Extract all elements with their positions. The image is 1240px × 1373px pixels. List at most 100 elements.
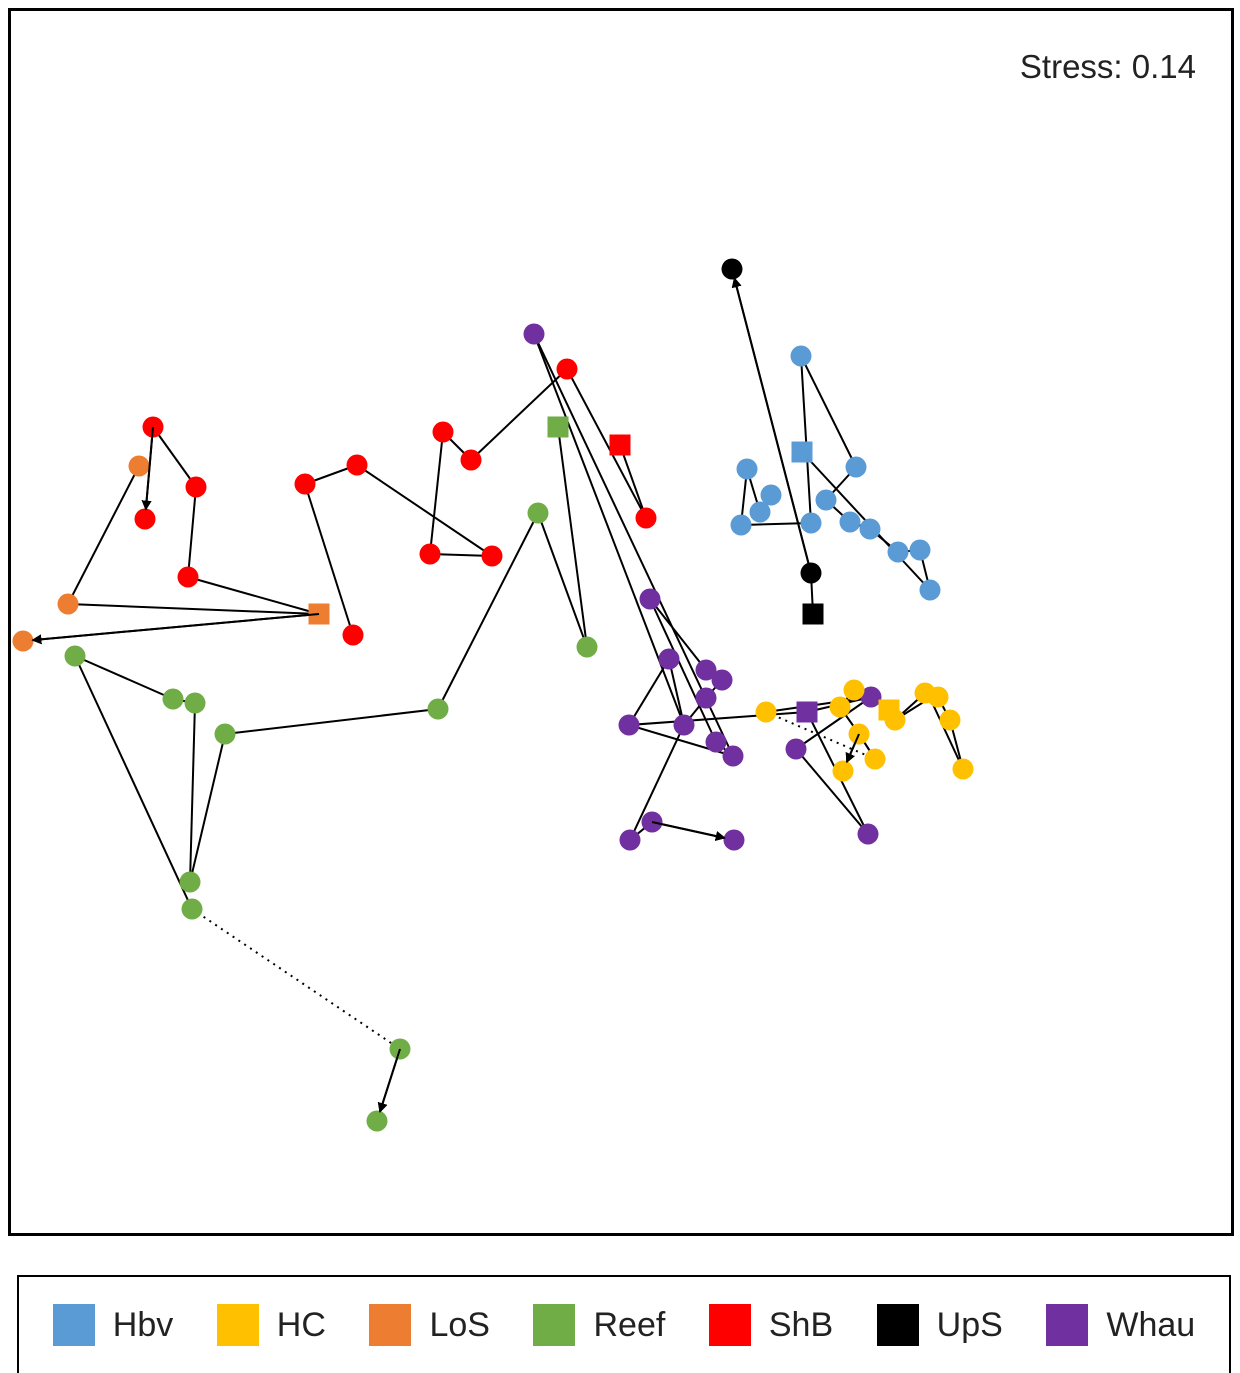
trajectory-segment-reef [224,708,439,735]
sample-point-hc [864,748,886,770]
sample-point-shb [481,545,503,567]
sample-point-shb [460,449,482,471]
legend-label: LoS [429,1305,490,1344]
trajectory-segment-whau [533,333,734,757]
legend-item-reef: Reef [533,1304,665,1346]
sample-point-hc [884,709,906,731]
sample-point-hbv [790,345,812,367]
legend-label: UpS [936,1305,1003,1344]
legend-label: ShB [768,1305,834,1344]
sample-point-reef [427,698,449,720]
legend: Hbv HC LoS Reef ShB UpS Whau [17,1275,1231,1373]
sample-point-reef [179,871,201,893]
trajectory-segment-hc [765,711,876,760]
sample-point-reef [162,688,184,710]
sample-point-reef [181,898,203,920]
legend-swatch [876,1304,919,1346]
trajectory-segment-whau [649,598,717,743]
sample-point-hc [832,760,854,782]
sample-point-hc [939,709,961,731]
sample-point-ups [721,258,743,280]
trajectory-segment-shb [152,426,197,488]
sample-point-los [57,593,79,615]
sample-point-hbv [839,511,861,533]
sample-point-hbv [909,539,931,561]
centroid-square-hbv [791,441,813,463]
sample-point-whau [785,738,807,760]
legend-swatch [1046,1304,1089,1346]
sample-point-hbv [887,541,909,563]
sample-point-hbv [800,512,822,534]
sample-point-shb [419,543,441,565]
sample-point-shb [134,508,156,530]
trajectory-segment-hc [845,733,860,764]
trajectory-segment-whau [668,658,685,726]
sample-point-los [12,630,34,652]
sample-point-hc [927,686,949,708]
sample-point-shb [635,507,657,529]
sample-point-hc [829,696,851,718]
sample-point-whau [695,687,717,709]
trajectory-segment-whau [651,821,726,841]
trajectory-segment-shb [187,576,320,615]
sample-point-whau [860,686,882,708]
trajectory-segment-los [67,465,140,605]
sample-point-hc [952,758,974,780]
trajectory-segment-reef [189,702,196,883]
sample-point-hbv [845,456,867,478]
legend-swatch [52,1304,95,1346]
trajectory-segment-shb [566,368,647,519]
legend-label: Hbv [112,1305,174,1344]
centroid-square-shb [609,434,631,456]
sample-point-whau [523,323,545,345]
legend-swatch [708,1304,751,1346]
sample-point-whau [722,745,744,767]
trajectory-segment-reef [74,655,193,910]
sample-point-hc [755,701,777,723]
trajectory-segment-whau [629,724,685,841]
sample-point-shb [432,421,454,443]
plot-area [8,8,1234,1236]
sample-point-hbv [760,484,782,506]
legend-item-los: LoS [369,1304,490,1346]
trajectory-segment-hbv [800,355,812,524]
sample-point-whau [857,823,879,845]
sample-point-reef [576,636,598,658]
trajectory-segment-hbv [800,355,857,468]
sample-point-hbv [919,579,941,601]
centroid-square-whau [796,701,818,723]
trajectory-segment-shb [141,426,154,511]
trajectory-segment-whau [795,748,869,835]
trajectory-segment-reef [537,512,588,648]
sample-point-reef [366,1110,388,1132]
sample-point-reef [64,645,86,667]
sample-point-hc [843,679,865,701]
legend-item-shb: ShB [708,1304,834,1346]
legend-swatch [533,1304,576,1346]
trajectory-segment-shb [187,486,197,578]
trajectory-segment-reef [437,512,539,710]
trajectory-segment-whau [628,711,808,726]
sample-point-whau [705,731,727,753]
sample-point-whau [673,714,695,736]
sample-point-hbv [859,518,881,540]
trajectory-segment-whau [795,696,872,750]
sample-point-whau [723,829,745,851]
trajectory-segment-ups [731,277,812,574]
sample-point-reef [527,502,549,524]
legend-item-whau: Whau [1046,1304,1195,1346]
legend-label: HC [276,1305,326,1344]
data-points [12,258,974,1132]
sample-point-whau [618,714,640,736]
trajectory-segment-reef [189,733,226,883]
trajectory-segment-whau [628,658,670,726]
trajectory-segment-reef [191,908,401,1050]
trajectory-segment-shb [619,444,647,519]
sample-point-shb [342,624,364,646]
trajectory-segment-los [31,613,320,645]
sample-point-shb [185,476,207,498]
sample-point-hbv [736,458,758,480]
sample-point-whau [695,659,717,681]
sample-point-shb [294,473,316,495]
legend-label: Reef [593,1305,666,1344]
